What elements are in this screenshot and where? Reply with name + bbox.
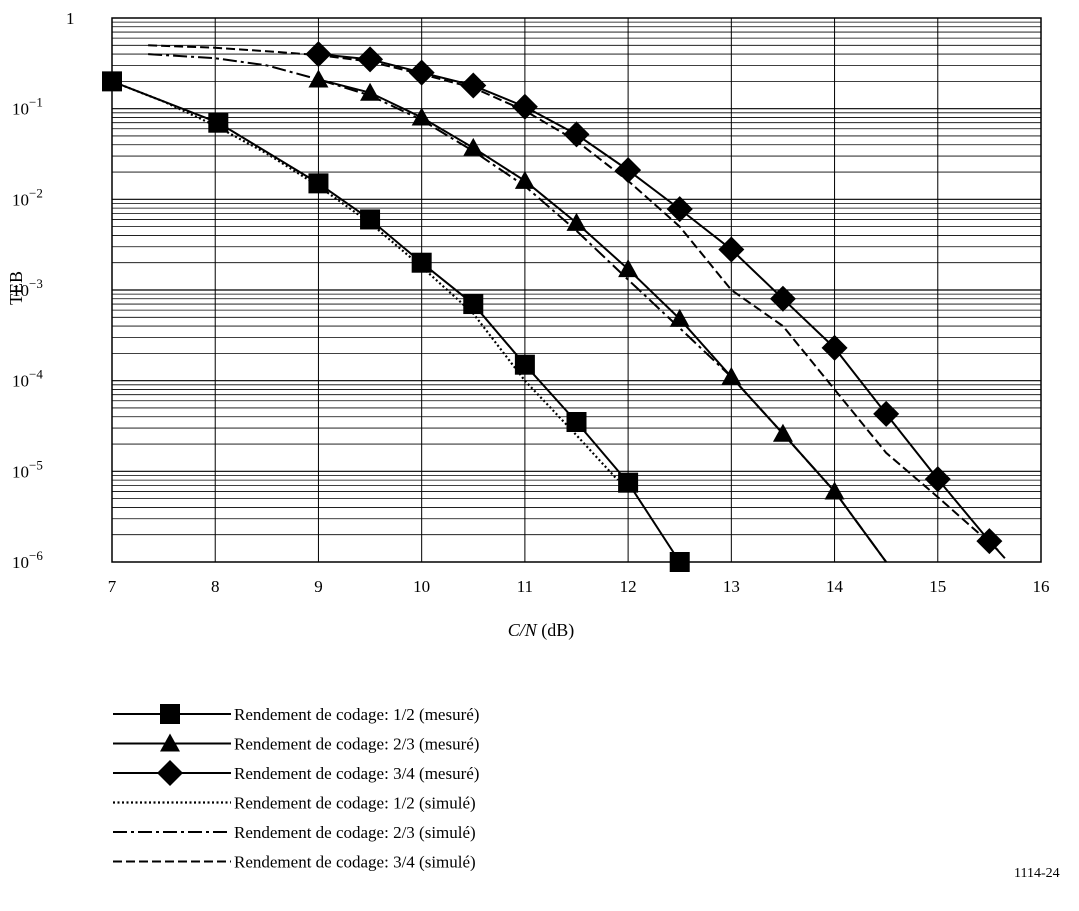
series-line — [148, 53, 887, 563]
data-point — [718, 236, 745, 263]
data-point — [666, 196, 693, 223]
data-point — [824, 481, 845, 500]
y-tick-label: 10−5 — [12, 457, 43, 481]
x-tick-label: 7 — [108, 577, 117, 596]
data-point — [924, 466, 951, 493]
series-line — [111, 80, 681, 563]
series-layer — [102, 41, 1006, 572]
data-point — [514, 170, 535, 189]
data-point — [411, 107, 432, 126]
data-point — [463, 137, 484, 156]
data-point — [463, 294, 484, 315]
legend-entry: Rendement de codage: 1/2 (simulé) — [113, 794, 476, 813]
x-tick-label: 14 — [826, 577, 844, 596]
x-axis-title-main: C/N — [508, 620, 538, 640]
figure-id: 1114-24 — [1014, 866, 1060, 881]
series-line — [111, 80, 619, 481]
tick-labels: 7 8 9 10 11 12 13 14 15 16 1 10−1 10−2 10−3 10−4 10−5 10… — [12, 9, 1050, 596]
data-point — [360, 209, 381, 230]
data-point — [772, 423, 793, 442]
series-3 — [305, 41, 1006, 559]
x-tick-label: 16 — [1033, 577, 1050, 596]
data-point — [102, 71, 122, 92]
y-tick-label: 1 — [66, 9, 75, 28]
legend: Rendement de codage: 1/2 (mesuré) Rendeme… — [113, 704, 479, 872]
y-tick-label: 10−2 — [12, 185, 43, 209]
data-point — [357, 46, 384, 73]
legend-marker — [160, 704, 180, 724]
legend-entry: Rendement de codage: 1/2 (mesuré) — [113, 704, 479, 724]
data-point — [563, 121, 590, 148]
x-tick-label: 15 — [929, 577, 946, 596]
x-tick-label: 13 — [723, 577, 740, 596]
series-line — [318, 78, 887, 563]
data-point — [976, 528, 1003, 555]
legend-entry: Rendement de codage: 2/3 (mesuré) — [113, 733, 479, 754]
legend-label: Rendement de codage: 2/3 (simulé) — [234, 823, 476, 842]
x-tick-label: 8 — [211, 577, 220, 596]
data-point — [669, 552, 690, 572]
data-point — [208, 112, 229, 133]
data-point — [566, 212, 587, 231]
data-point — [873, 400, 900, 427]
plot-area — [111, 17, 1042, 563]
data-point — [618, 472, 639, 493]
y-axis-title: TEB — [6, 271, 26, 305]
legend-label: Rendement de codage: 3/4 (mesuré) — [234, 764, 479, 783]
legend-label: Rendement de codage: 2/3 (mesuré) — [234, 735, 479, 754]
legend-marker — [157, 760, 183, 786]
data-point — [305, 41, 332, 68]
series-1 — [102, 71, 690, 572]
legend-label: Rendement de codage: 3/4 (simulé) — [234, 853, 476, 872]
series-4 — [111, 80, 619, 481]
y-tick-label: 10−1 — [12, 95, 43, 119]
legend-entry: Rendement de codage: 2/3 (simulé) — [113, 823, 476, 842]
x-axis-title: C/N (dB) — [508, 620, 575, 641]
legend-label: Rendement de codage: 1/2 (mesuré) — [234, 705, 479, 724]
data-point — [411, 252, 432, 273]
x-axis-title-unit: (dB) — [537, 620, 575, 641]
series-2 — [308, 69, 887, 563]
data-point — [360, 82, 381, 101]
data-point — [511, 93, 538, 120]
data-point — [408, 59, 435, 86]
data-point — [460, 72, 487, 99]
y-tick-label: 10−6 — [12, 548, 43, 572]
data-point — [308, 173, 329, 194]
legend-entry: Rendement de codage: 3/4 (mesuré) — [113, 760, 479, 786]
data-point — [514, 354, 535, 375]
data-point — [769, 285, 796, 312]
data-point — [821, 334, 848, 361]
legend-label: Rendement de codage: 1/2 (simulé) — [234, 794, 476, 813]
y-tick-label: 10−4 — [12, 367, 43, 391]
x-tick-label: 9 — [314, 577, 323, 596]
x-tick-label: 10 — [413, 577, 430, 596]
data-point — [615, 157, 642, 184]
data-point — [669, 308, 690, 327]
data-point — [721, 366, 742, 385]
legend-marker — [160, 733, 180, 752]
grid-lines — [112, 18, 1041, 562]
data-point — [618, 259, 639, 278]
x-tick-label: 12 — [620, 577, 637, 596]
data-point — [566, 412, 587, 433]
series-5 — [148, 53, 887, 563]
x-tick-label: 11 — [517, 577, 533, 596]
legend-entry: Rendement de codage: 3/4 (simulé) — [113, 853, 476, 872]
data-point — [308, 69, 329, 88]
y-tick-label: 10−3 — [12, 276, 43, 300]
